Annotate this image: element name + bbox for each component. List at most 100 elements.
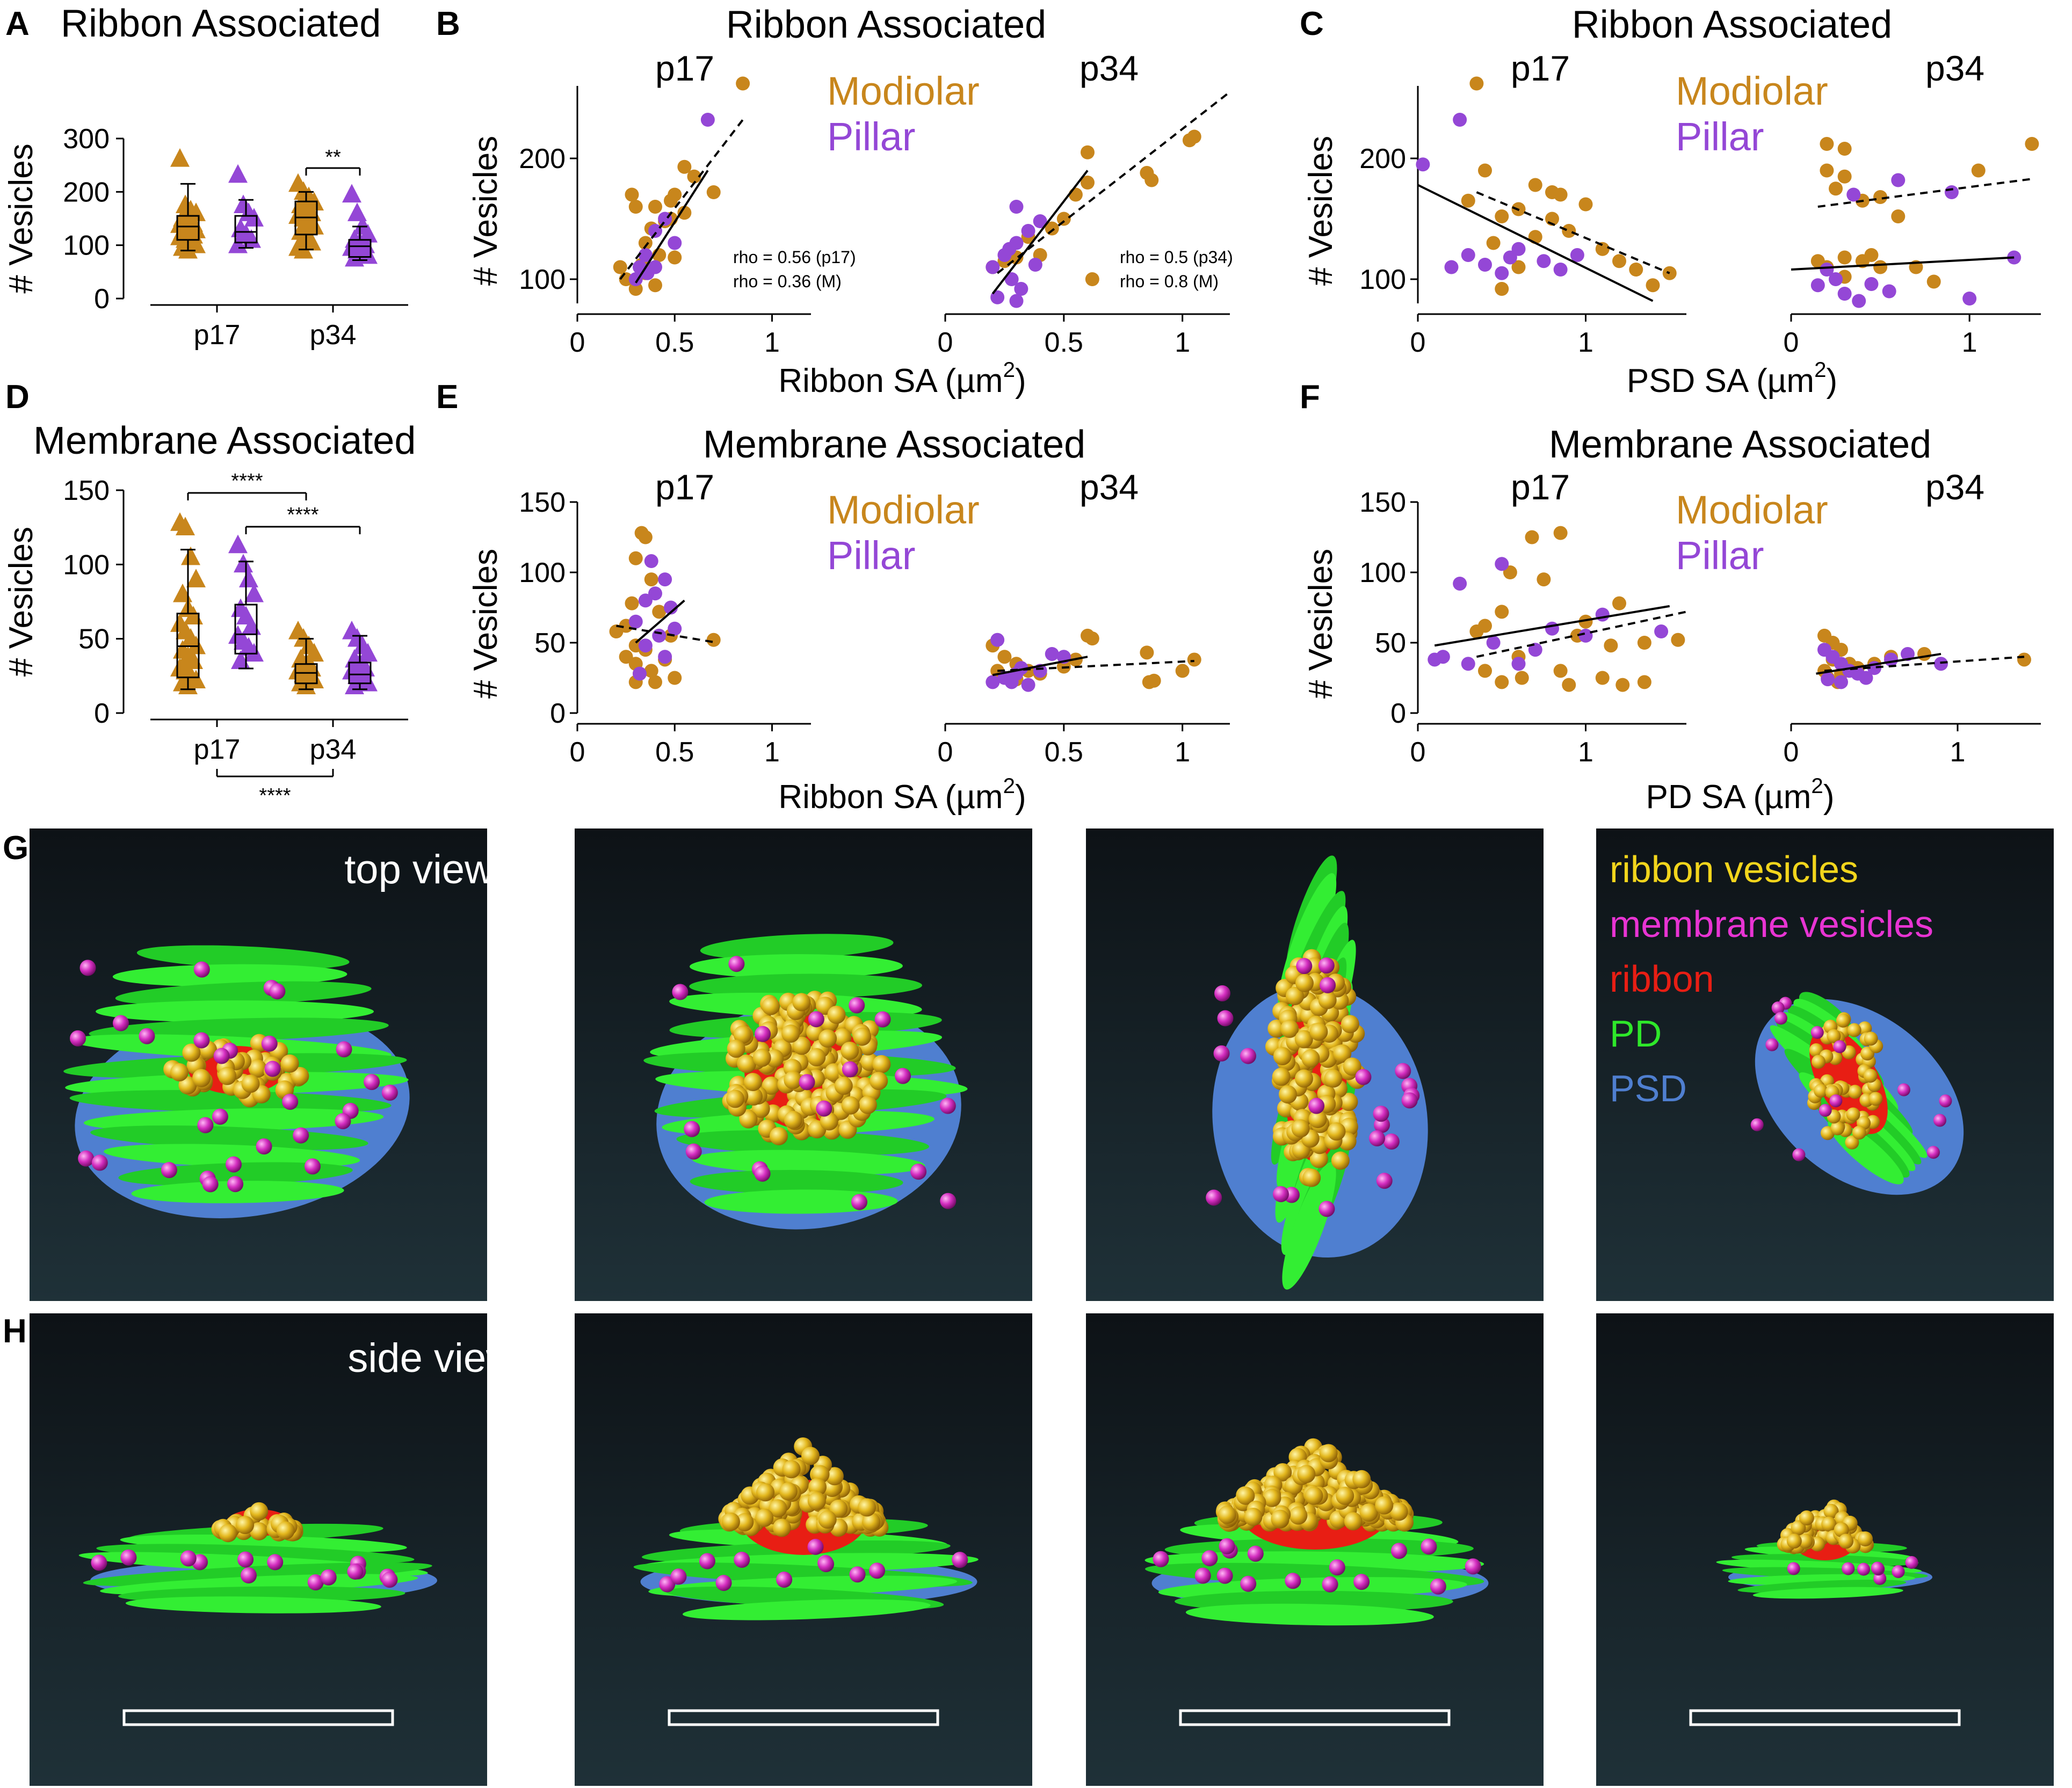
membrane-vesicle: [197, 1117, 214, 1133]
ribbon-vesicle: [1273, 1046, 1292, 1065]
x-tick-label: 1: [1950, 737, 1966, 768]
pillar-point: [1416, 157, 1430, 172]
ribbon-vesicle: [250, 1502, 269, 1521]
pillar-point: [1428, 652, 1442, 667]
box-iqr: [348, 239, 372, 258]
membrane-vesicle: [776, 1572, 793, 1588]
legend-modiolar: Modiolar: [827, 69, 980, 113]
membrane-vesicle: [910, 1164, 927, 1180]
x-tick-label: 1: [1175, 737, 1190, 768]
scale-bar: [122, 1709, 394, 1726]
membrane-vesicle: [1318, 1201, 1335, 1217]
pillar-point: [1864, 277, 1879, 291]
x-tick-label: 0: [938, 737, 953, 768]
modiolar-point: [1140, 645, 1154, 660]
ribbon-vesicle: [1798, 1533, 1813, 1549]
render-legend-item: PSD: [1610, 1067, 1687, 1109]
box-iqr: [348, 662, 372, 685]
ribbon-vesicle: [733, 1026, 752, 1044]
ribbon-vesicle: [182, 1043, 201, 1062]
modiolar-point: [648, 278, 662, 293]
fit-line-pillar: [635, 170, 709, 284]
ribbon-vesicle: [820, 1112, 838, 1131]
ribbon-vesicle: [1318, 991, 1337, 1009]
pd-layer: [700, 934, 894, 960]
subplot-p17: 0 0.5 1 p17: [570, 467, 811, 768]
membrane-vesicle: [1206, 1189, 1222, 1206]
x-tick-label: 0: [1784, 327, 1799, 358]
modiolar-point: [1085, 631, 1099, 646]
panel-label: A: [5, 5, 30, 42]
data-point: [358, 643, 378, 662]
modiolar-point: [687, 169, 701, 184]
membrane-vesicle: [347, 1563, 364, 1580]
membrane-vesicle: [307, 1574, 324, 1591]
data-point: [358, 224, 378, 243]
membrane-vesicle: [161, 1162, 177, 1179]
pd-layer: [1185, 1603, 1434, 1626]
pillar-point: [986, 260, 1000, 274]
ribbon-vesicle: [1236, 1486, 1255, 1505]
membrane-vesicle: [1787, 1562, 1800, 1575]
chart-title: Ribbon Associated: [726, 3, 1046, 46]
ribbon-vesicle: [1343, 1057, 1361, 1076]
x-tick-label: 0: [1410, 737, 1426, 768]
y-axis-label: # Vesicles: [467, 549, 504, 699]
membrane-vesicle: [1247, 1545, 1264, 1562]
modiolar-point: [625, 187, 639, 202]
ribbon-vesicle: [1848, 1085, 1863, 1099]
ribbon-vesicle: [1278, 1085, 1297, 1104]
legend-pillar: Pillar: [827, 533, 915, 578]
ribbon-vesicle: [1319, 1444, 1338, 1463]
modiolar-point: [1562, 224, 1576, 238]
modiolar-point: [1604, 638, 1618, 653]
fit-line-pillar: [991, 170, 1089, 295]
pd-layer: [1737, 1580, 1907, 1593]
ribbon-vesicle: [248, 1059, 267, 1078]
x-tick-label: p17: [194, 734, 241, 765]
box-p34-pillar: [342, 621, 378, 695]
pillar-point: [1570, 248, 1584, 262]
membrane-vesicle: [952, 1552, 968, 1568]
x-tick-label: 1: [1578, 327, 1593, 358]
fit-line-modiolar: [1476, 610, 1687, 658]
fit-line-pillar: [1791, 256, 2015, 271]
ribbon-vesicle: [726, 1089, 744, 1108]
modiolar-point: [1142, 675, 1156, 689]
modiolar-point: [638, 236, 653, 250]
membrane-vesicle: [1153, 1551, 1169, 1567]
data-point: [358, 245, 378, 264]
modiolar-point: [648, 200, 662, 214]
fit-line-modiolar: [619, 119, 744, 280]
subplot-p34: 0 1 p34: [1784, 467, 2041, 768]
ribbon-vesicle: [1836, 1013, 1850, 1028]
membrane-vesicle: [1391, 1543, 1408, 1559]
pillar-point: [1014, 661, 1028, 675]
membrane-vesicle: [293, 1127, 309, 1144]
subplot-label: p17: [655, 48, 714, 88]
pillar-point: [1891, 173, 1906, 187]
membrane-vesicle: [728, 956, 745, 972]
membrane-vesicle: [1750, 1118, 1764, 1131]
membrane-vesicle: [807, 1538, 824, 1555]
y-tick-label: 100: [519, 264, 566, 295]
data-point: [244, 643, 264, 662]
ribbon-vesicle: [1352, 1470, 1371, 1488]
subplot-label: p17: [655, 467, 714, 507]
subplot-label: p17: [1511, 467, 1570, 507]
modiolar-point: [638, 530, 653, 544]
modiolar-point: [997, 650, 1012, 664]
pd-layer: [115, 981, 372, 1006]
pillar-point: [668, 621, 682, 636]
pillar-point: [1045, 646, 1059, 661]
pillar-point: [633, 666, 647, 681]
membrane-vesicle: [1792, 1148, 1806, 1161]
pillar-point: [1002, 242, 1017, 256]
modiolar-point: [1837, 142, 1852, 156]
x-tick-label: 1: [764, 327, 780, 358]
membrane-vesicle: [1833, 1040, 1846, 1053]
modiolar-point: [1495, 209, 1509, 223]
box-p17-pillar: [228, 534, 264, 670]
stat-label: rho = 0.56 (p17): [733, 248, 856, 267]
